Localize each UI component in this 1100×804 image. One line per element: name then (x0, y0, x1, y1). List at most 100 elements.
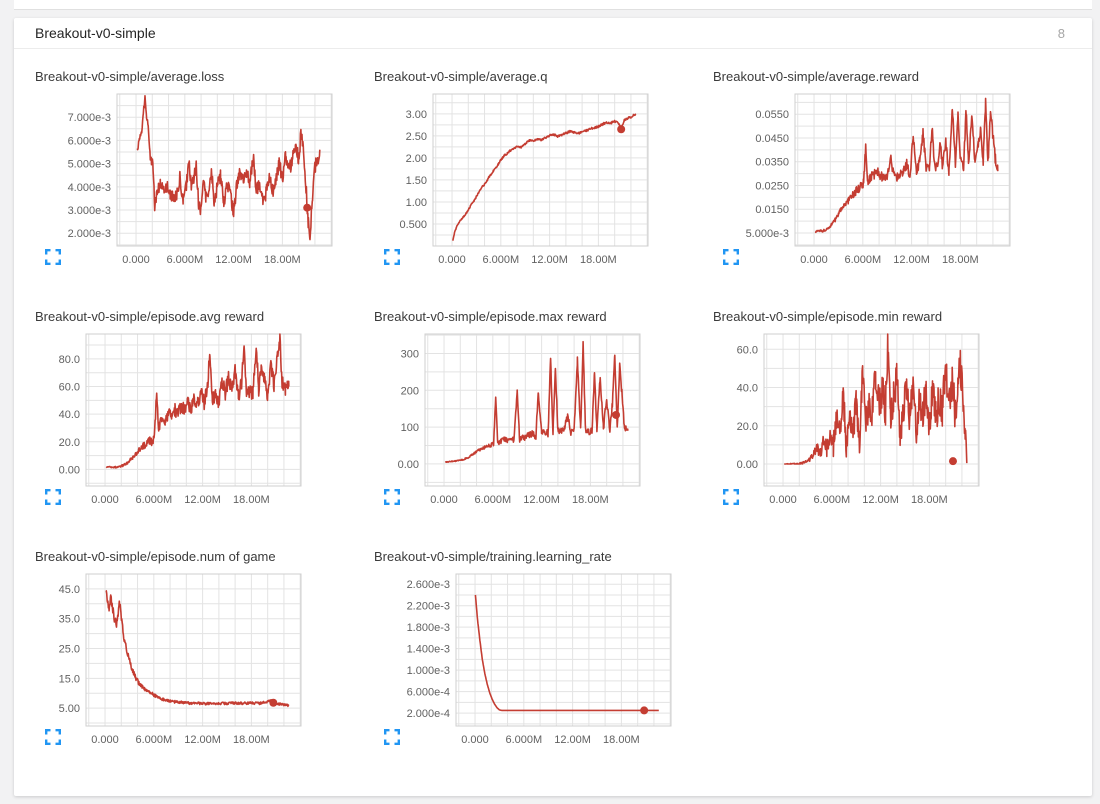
svg-text:1.50: 1.50 (406, 175, 427, 187)
svg-text:2.200e-3: 2.200e-3 (407, 601, 450, 613)
gridlines (117, 94, 332, 246)
svg-text:45.0: 45.0 (59, 584, 80, 596)
svg-text:6.000M: 6.000M (135, 734, 172, 746)
svg-text:6.000M: 6.000M (482, 254, 519, 266)
plot-border (455, 573, 672, 727)
svg-text:0.000: 0.000 (91, 734, 119, 746)
y-axis-ticks: 80.0 60.0 40.0 20.0 0.00 (59, 354, 80, 477)
svg-text:3.000e-3: 3.000e-3 (68, 205, 111, 217)
category-header[interactable]: Breakout-v0-simple 8 (14, 18, 1092, 49)
y-axis-ticks: 45.0 35.0 25.0 15.0 5.00 (59, 584, 80, 715)
x-axis-ticks: 0.000 6.000M 12.00M 18.00M (91, 734, 269, 746)
chart-title: Breakout-v0-simple/episode.avg reward (35, 309, 265, 324)
expand-icon[interactable] (384, 729, 400, 745)
svg-text:0.0150: 0.0150 (755, 204, 789, 216)
chart-plot[interactable]: 3.00 2.50 2.00 1.50 1.00 0.500 0.000 6.000M 12.0… (374, 89, 658, 269)
y-axis-ticks: 60.0 40.0 20.0 0.00 (737, 344, 758, 471)
plot-border (85, 333, 302, 487)
x-axis-ticks: 0.000 6.000M 12.00M 18.00M (800, 254, 978, 266)
gridlines (86, 574, 301, 726)
svg-text:6.000M: 6.000M (135, 494, 172, 506)
final-value-dot (303, 203, 312, 212)
svg-text:2.000e-4: 2.000e-4 (407, 708, 450, 720)
svg-text:6.000e-3: 6.000e-3 (68, 135, 111, 147)
y-axis-ticks: 2.600e-3 2.200e-3 1.800e-3 1.400e-3 1.000e-3… (407, 579, 450, 720)
svg-text:0.000: 0.000 (461, 734, 489, 746)
previous-card-edge (14, 0, 1092, 10)
svg-text:18.00M: 18.00M (942, 254, 979, 266)
final-value-dot (640, 706, 649, 715)
y-axis-ticks: 0.0550 0.0450 0.0350 0.0250 0.0150 5.000e-3 (746, 109, 789, 240)
svg-text:0.000: 0.000 (769, 494, 797, 506)
expand-icon[interactable] (384, 489, 400, 505)
chart-plot[interactable]: 60.0 40.0 20.0 0.00 0.000 6.000M 12.00M 18.00M (713, 329, 989, 509)
x-axis-ticks: 0.000 6.000M 12.00M 18.00M (438, 254, 616, 266)
chart-title: Breakout-v0-simple/average.loss (35, 69, 225, 84)
chart-plot[interactable]: 80.0 60.0 40.0 20.0 0.00 0.000 6.000M 12.00M 18.… (35, 329, 311, 509)
charts-grid: Breakout-v0-simple/average.loss 7.000e-3… (14, 49, 1092, 781)
svg-text:5.000e-3: 5.000e-3 (68, 159, 111, 171)
svg-text:6.000e-4: 6.000e-4 (407, 687, 450, 699)
svg-text:1.800e-3: 1.800e-3 (407, 622, 450, 634)
gridlines (425, 334, 640, 486)
svg-text:200: 200 (401, 385, 419, 397)
x-axis-ticks: 0.000 6.000M 12.00M 18.00M (769, 494, 947, 506)
svg-text:0.000: 0.000 (91, 494, 119, 506)
svg-text:6.000M: 6.000M (474, 494, 511, 506)
svg-text:12.00M: 12.00M (531, 254, 568, 266)
series-line (444, 340, 629, 463)
expand-icon[interactable] (723, 489, 739, 505)
svg-text:12.00M: 12.00M (862, 494, 899, 506)
chart-plot[interactable]: 45.0 35.0 25.0 15.0 5.00 0.000 6.000M 12.00M 18.… (35, 569, 311, 749)
series-line (452, 113, 637, 241)
svg-text:12.00M: 12.00M (893, 254, 930, 266)
expand-icon[interactable] (723, 249, 739, 265)
svg-text:18.00M: 18.00M (233, 494, 270, 506)
expand-icon[interactable] (45, 729, 61, 745)
category-title: Breakout-v0-simple (35, 25, 156, 41)
plot-border (763, 333, 980, 487)
chart-card: Breakout-v0-simple/average.loss 7.000e-3… (35, 61, 374, 301)
svg-text:18.00M: 18.00M (603, 734, 640, 746)
expand-icon[interactable] (45, 489, 61, 505)
svg-text:6.000M: 6.000M (844, 254, 881, 266)
plot-border (85, 573, 302, 727)
svg-text:2.600e-3: 2.600e-3 (407, 579, 450, 591)
chart-title: Breakout-v0-simple/average.reward (713, 69, 919, 84)
svg-text:20.0: 20.0 (59, 437, 80, 449)
svg-text:12.00M: 12.00M (523, 494, 560, 506)
chart-plot[interactable]: 300 200 100 0.00 0.000 6.000M 12.00M 18.00M (374, 329, 650, 509)
svg-text:40.0: 40.0 (737, 383, 758, 395)
category-card-breakout: Breakout-v0-simple 8 Breakout-v0-simple/… (14, 18, 1092, 796)
svg-text:0.0550: 0.0550 (755, 109, 789, 121)
svg-text:2.000e-3: 2.000e-3 (68, 228, 111, 240)
svg-text:1.000e-3: 1.000e-3 (407, 665, 450, 677)
chart-plot[interactable]: 0.05500.04500.03500.02500.01505.000e-30.… (713, 89, 1020, 269)
svg-text:40.0: 40.0 (59, 409, 80, 421)
series-line (105, 589, 290, 708)
chart-title: Breakout-v0-simple/episode.num of game (35, 549, 276, 564)
svg-text:0.00: 0.00 (737, 459, 758, 471)
final-value-dot (269, 698, 278, 707)
svg-text:20.0: 20.0 (737, 421, 758, 433)
svg-text:12.00M: 12.00M (554, 734, 591, 746)
expand-icon[interactable] (45, 249, 61, 265)
svg-text:6.000M: 6.000M (505, 734, 542, 746)
svg-text:12.00M: 12.00M (184, 494, 221, 506)
svg-text:18.00M: 18.00M (264, 254, 301, 266)
svg-text:0.000: 0.000 (430, 494, 458, 506)
svg-text:100: 100 (401, 422, 419, 434)
svg-text:0.000: 0.000 (800, 254, 828, 266)
chart-title: Breakout-v0-simple/episode.max reward (374, 309, 607, 324)
svg-text:60.0: 60.0 (737, 344, 758, 356)
chart-plot[interactable]: 2.600e-3 2.200e-3 1.800e-3 1.400e-3 1.000e-3… (374, 569, 681, 749)
y-axis-ticks: 7.000e-3 6.000e-3 5.000e-3 4.000e-3 3.000e-3… (68, 112, 111, 240)
svg-text:6.000M: 6.000M (166, 254, 203, 266)
svg-text:5.000e-3: 5.000e-3 (746, 228, 789, 240)
plot-border (794, 93, 1011, 247)
chart-card: Breakout-v0-simple/episode.num of game 4… (35, 541, 374, 781)
chart-plot[interactable]: 7.000e-3 6.000e-3 5.000e-3 4.000e-3 3.000e-3… (35, 89, 342, 269)
expand-icon[interactable] (384, 249, 400, 265)
svg-text:300: 300 (401, 349, 419, 361)
final-value-dot (612, 410, 621, 419)
